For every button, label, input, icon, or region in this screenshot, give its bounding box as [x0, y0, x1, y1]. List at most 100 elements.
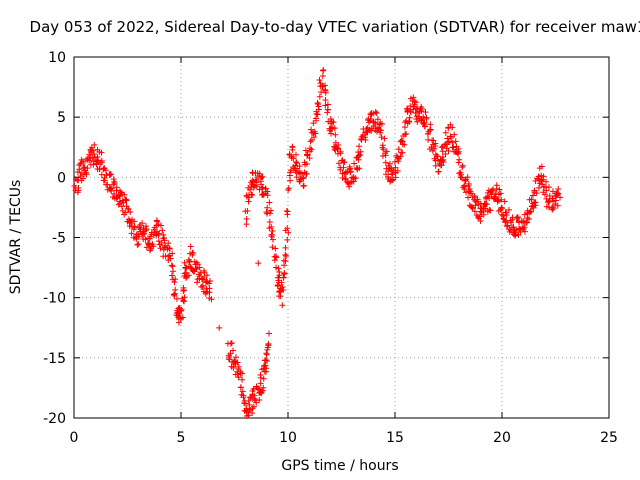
- data-point: [242, 400, 249, 407]
- data-point: [316, 93, 323, 100]
- data-point: [194, 261, 201, 268]
- data-point: [392, 174, 399, 181]
- data-point: [403, 130, 410, 137]
- data-point: [268, 223, 275, 230]
- data-point: [111, 180, 118, 187]
- data-point: [157, 222, 164, 229]
- data-point: [324, 101, 331, 108]
- data-point: [382, 152, 389, 159]
- data-point: [293, 160, 300, 167]
- data-point: [362, 136, 369, 143]
- data-point: [529, 203, 536, 210]
- data-point: [330, 143, 337, 150]
- data-point: [244, 207, 251, 214]
- data-point: [468, 190, 475, 197]
- data-point: [100, 177, 107, 184]
- data-point: [285, 185, 292, 192]
- data-point: [91, 141, 98, 148]
- data-point: [108, 185, 115, 192]
- data-point: [480, 211, 487, 218]
- data-point: [318, 89, 325, 96]
- data-point: [91, 154, 98, 161]
- data-point: [122, 196, 129, 203]
- data-point: [179, 314, 186, 321]
- data-point: [395, 158, 402, 165]
- data-point: [356, 143, 363, 150]
- data-point: [550, 205, 557, 212]
- data-point: [388, 177, 395, 184]
- data-point: [500, 212, 507, 219]
- data-point: [135, 241, 142, 248]
- data-point: [293, 174, 300, 181]
- data-point: [399, 141, 406, 148]
- data-point: [314, 111, 321, 118]
- data-point: [377, 127, 384, 134]
- data-point: [399, 149, 406, 156]
- data-point: [258, 181, 265, 188]
- data-point: [398, 137, 405, 144]
- data-point: [256, 170, 263, 177]
- data-point: [108, 187, 115, 194]
- data-point: [432, 142, 439, 149]
- data-point: [347, 168, 354, 175]
- data-point: [378, 134, 385, 141]
- data-point: [106, 170, 113, 177]
- data-point: [394, 154, 401, 161]
- data-point: [83, 171, 90, 178]
- x-tick-label: 5: [177, 430, 186, 446]
- data-point: [372, 108, 379, 115]
- data-point: [257, 374, 264, 381]
- data-point: [280, 274, 287, 281]
- data-point: [427, 126, 434, 133]
- data-point: [322, 89, 329, 96]
- data-point: [442, 129, 449, 136]
- data-point: [452, 138, 459, 145]
- data-point: [272, 245, 279, 252]
- data-point: [306, 155, 313, 162]
- data-point: [143, 244, 150, 251]
- data-point: [196, 264, 203, 271]
- data-point: [284, 236, 291, 243]
- data-point: [506, 228, 513, 235]
- data-point: [341, 158, 348, 165]
- data-point: [401, 124, 408, 131]
- data-point: [245, 198, 252, 205]
- data-point: [499, 205, 506, 212]
- data-point: [186, 258, 193, 265]
- data-point: [245, 412, 252, 419]
- chart-title: Day 053 of 2022, Sidereal Day-to-day VTE…: [30, 18, 640, 36]
- data-point: [160, 231, 167, 238]
- data-point: [206, 280, 213, 287]
- data-point: [235, 374, 242, 381]
- data-point: [102, 167, 109, 174]
- data-point: [322, 96, 329, 103]
- data-point: [169, 263, 176, 270]
- data-point: [458, 174, 465, 181]
- data-point: [272, 253, 279, 260]
- data-point: [121, 191, 128, 198]
- data-point: [80, 159, 87, 166]
- data-point: [337, 166, 344, 173]
- data-point: [498, 196, 505, 203]
- data-point: [122, 196, 129, 203]
- data-point: [438, 144, 445, 151]
- data-point: [170, 268, 177, 275]
- data-point: [95, 157, 102, 164]
- data-point: [442, 150, 449, 157]
- data-point: [418, 105, 425, 112]
- data-point: [190, 249, 197, 256]
- data-point: [264, 192, 271, 199]
- data-point: [187, 243, 194, 250]
- data-point: [166, 245, 173, 252]
- data-point: [117, 189, 124, 196]
- data-point: [208, 296, 215, 303]
- data-point: [501, 198, 508, 205]
- data-point: [308, 126, 315, 133]
- data-point: [147, 245, 154, 252]
- data-point: [172, 286, 179, 293]
- data-point: [422, 109, 429, 116]
- data-point: [345, 180, 352, 187]
- data-point: [539, 176, 546, 183]
- data-point: [420, 113, 427, 120]
- data-point: [235, 363, 242, 370]
